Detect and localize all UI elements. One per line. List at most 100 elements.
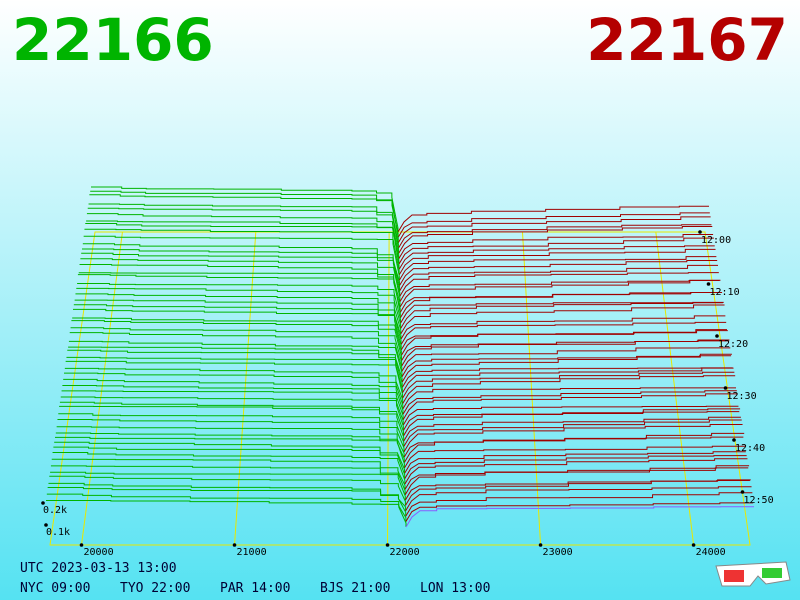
time-label: 12:40 xyxy=(735,443,765,454)
bid-depth-line xyxy=(82,243,400,286)
bid-depth-line xyxy=(79,264,401,308)
ask-depth-line xyxy=(398,226,713,254)
ask-depth-line xyxy=(397,205,709,233)
bid-depth-line xyxy=(52,451,406,485)
bid-depth-line xyxy=(65,360,404,399)
bid-depth-line xyxy=(70,327,403,367)
bid-depth-line xyxy=(68,346,403,383)
price-tick xyxy=(385,543,390,547)
ask-depth-line xyxy=(403,419,742,447)
ask-depth-line xyxy=(404,451,746,474)
time-tick xyxy=(723,386,728,390)
depth-tick xyxy=(44,523,48,527)
bid-depth-line xyxy=(56,426,405,458)
ask-depth-line xyxy=(405,486,752,512)
ask-depth-line xyxy=(402,393,738,420)
ask-depth-line xyxy=(405,502,754,522)
ask-depth-line xyxy=(397,216,711,243)
ask-depth-line xyxy=(403,445,745,469)
ask-depth-line xyxy=(399,272,719,297)
depth-tick xyxy=(41,501,45,505)
ask-depth-line xyxy=(402,405,739,426)
bid-depth-line xyxy=(86,213,400,259)
time-tick xyxy=(715,334,719,338)
floor-price-line xyxy=(655,231,695,546)
ask-depth-line xyxy=(401,353,732,383)
bid-depth-line xyxy=(64,367,404,404)
ask-depth-line xyxy=(402,375,736,404)
time-label: 12:00 xyxy=(701,235,731,246)
time-tick xyxy=(706,282,711,286)
bid-depth-line xyxy=(82,248,401,291)
price-tick xyxy=(232,543,237,547)
time-tick xyxy=(698,230,702,234)
floor-price-line xyxy=(387,231,390,546)
price-tick xyxy=(538,543,543,547)
bid-depth-line xyxy=(69,332,403,372)
bid-depth-line xyxy=(91,186,399,232)
ask-depth-line xyxy=(398,237,714,265)
bid-depth-line xyxy=(47,486,407,517)
ask-depth-line xyxy=(400,321,727,345)
bid-depth-line xyxy=(60,396,404,431)
bid-depth-line xyxy=(51,458,406,490)
ask-depth-line xyxy=(403,408,741,437)
bid-depth-line xyxy=(55,436,405,468)
bid-depth-line xyxy=(58,413,405,447)
ask-depth-line xyxy=(399,292,722,313)
bid-depth-line xyxy=(49,475,406,506)
bid-depth-line xyxy=(66,356,403,393)
3d-glasses-icon xyxy=(715,561,791,587)
axis-labels: 20000 21000 22000 23000 24000 12:00 12:10 12:20… xyxy=(41,230,774,558)
bid-depth-line xyxy=(80,258,401,302)
ask-depth-line xyxy=(400,330,728,356)
time-label: 12:10 xyxy=(710,287,740,298)
ask-depth-line xyxy=(399,292,723,319)
ask-depth-line xyxy=(397,212,710,238)
bid-depth-line xyxy=(76,287,402,329)
time-label: 12:20 xyxy=(718,339,748,350)
ask-depth-line xyxy=(398,256,717,281)
bid-depth-line xyxy=(50,471,406,501)
ask-depth-line xyxy=(402,371,735,399)
bid-depth-line xyxy=(54,441,406,474)
ask-depth-line xyxy=(401,347,731,372)
ask-depth-line xyxy=(402,387,736,410)
bid-depth-line xyxy=(62,384,404,420)
ask-depth-line xyxy=(403,423,743,453)
bid-depth-line xyxy=(63,378,404,415)
ask-depth-line xyxy=(405,506,754,528)
ask-depth-line xyxy=(401,367,734,394)
time-tick xyxy=(732,438,736,442)
clock: BJS 21:00 xyxy=(320,581,390,596)
depth-label: 0.1k xyxy=(46,527,70,538)
clock: TYO 22:00 xyxy=(120,581,190,596)
clock: PAR 14:00 xyxy=(220,581,290,596)
time-tick xyxy=(740,490,745,494)
ask-depth-line xyxy=(404,479,751,506)
bid-depth-line xyxy=(81,252,401,297)
ask-price: 22167 xyxy=(586,6,788,74)
time-label: 12:50 xyxy=(744,495,774,506)
ask-depth-line xyxy=(403,416,741,442)
bid-depth-line xyxy=(68,340,403,377)
ask-depth-line xyxy=(400,301,724,329)
bid-depth-line xyxy=(85,223,400,270)
bid-depth-line xyxy=(46,493,407,522)
ask-depth-line xyxy=(404,458,748,485)
depth-lines xyxy=(46,186,754,528)
time-label: 12:30 xyxy=(727,391,757,402)
bid-depth-line xyxy=(77,283,401,324)
price-label: 23000 xyxy=(543,547,573,558)
bid-depth-line xyxy=(72,317,402,356)
clock: LON 13:00 xyxy=(420,581,490,596)
ask-depth-line xyxy=(399,280,720,302)
ask-depth-line xyxy=(398,224,712,249)
ask-depth-line xyxy=(399,264,718,292)
ask-depth-line xyxy=(398,245,715,270)
bid-depth-line xyxy=(67,349,403,388)
ask-depth-line xyxy=(401,355,732,378)
bid-depth-line xyxy=(46,499,407,527)
utc-time: UTC 2023-03-13 13:00 xyxy=(20,561,177,576)
